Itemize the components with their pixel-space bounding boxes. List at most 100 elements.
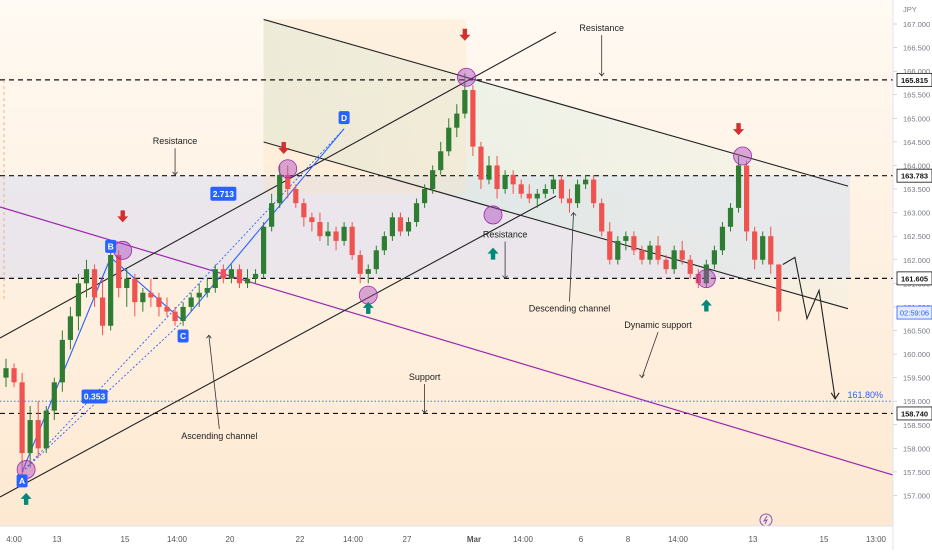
candle-body [397,217,404,232]
touch-point-circle [457,67,476,87]
candle-body [3,368,9,378]
candle-body [277,174,283,204]
x-tick-label: 14:00 [167,535,188,544]
y-tick-label: 163.000 [903,209,930,218]
annotation-pointer [569,212,574,302]
candle-body [148,292,154,298]
ratio-label: 0.353 [84,392,106,402]
candle-body [236,269,243,284]
candle-body [703,264,709,284]
candle-body [349,226,355,256]
annotation-label: Resistance [579,23,624,33]
candle-body [301,203,307,218]
candle-body [574,184,581,204]
x-tick-label: 8 [626,535,631,544]
candle-body [430,170,436,190]
dynamic-support-line [0,206,894,476]
y-tick-label: 167.000 [903,20,930,29]
touch-point-circle [733,146,752,166]
candle-body [558,179,565,199]
candle-body [373,250,379,270]
candle-body [583,179,589,185]
pattern-point-label: B [108,242,114,252]
annotation-arrowhead [598,72,605,77]
pattern-point-badge [105,239,117,253]
candle-body [309,217,315,223]
pattern-ratio-line [21,128,345,473]
candle-body [91,269,98,298]
price-level-badge [896,168,932,183]
candle-body [550,179,556,190]
down-arrow-icon [278,141,290,154]
currency-label: JPY [903,5,917,14]
candle-body [542,189,548,194]
candle-body [679,250,685,260]
candle-body [43,410,49,449]
descending-channel-fill [263,19,849,309]
candle-body [454,113,460,128]
annotation-label: Resistance [153,136,198,146]
candle-body [108,255,114,326]
down-arrow-icon [117,210,129,223]
candle-body [526,193,532,199]
candle-body [607,231,613,260]
y-tick-label: 166.500 [903,44,930,53]
candle-body [11,368,17,383]
candle-body [486,165,492,180]
price-level-label: 163.783 [901,172,928,181]
candle-body [760,236,766,260]
candle-body [422,189,428,204]
annotation-arrowhead [639,374,645,379]
candle-body [381,236,387,251]
annotation-arrowhead [206,334,212,339]
candle-body [35,420,41,449]
candle-body [534,193,540,199]
x-tick-label: 4:00 [6,535,22,544]
candle-body [244,278,251,284]
touch-point-circle [278,159,298,179]
y-tick-label: 164.000 [903,161,930,170]
candle-body [502,174,508,190]
candle-body [566,198,573,204]
x-tick-label: 14:00 [668,535,689,544]
y-tick-label: 164.500 [903,138,930,147]
annotation-pointer [641,331,659,378]
y-tick-label: 159.000 [903,397,930,406]
annotation-arrowhead [172,171,178,176]
pattern-point-badge [338,111,350,125]
current-time-label: 02:59:06 [900,309,929,318]
ratio-badge [210,186,237,201]
projection-arrowhead [830,392,840,400]
fib-level-label: 161.80% [847,390,883,400]
candle-body [100,297,106,326]
ratio-badge [81,389,108,404]
candle-body [462,90,468,114]
candle-body [357,255,363,274]
pattern-point-label: D [341,113,347,123]
price-level-badge [896,72,932,87]
price-level-badge [896,271,932,286]
candle-body [293,189,299,204]
up-arrow-icon [700,299,712,312]
up-arrow-icon [487,247,499,260]
annotation-label: Ascending channel [181,431,257,441]
candle-body [599,203,605,232]
y-tick-label: 160.500 [903,326,930,335]
x-tick-label: 20 [226,535,235,544]
y-tick-label: 157.000 [903,492,930,501]
candle-body [719,226,726,251]
candle-body [623,236,629,241]
pattern-point-label: C [180,331,186,341]
candle-body [768,236,774,265]
candle-body [220,269,226,279]
candle-body [727,207,734,227]
candle-body [671,250,677,270]
price-level-label: 158.740 [901,409,928,418]
current-time-badge [896,305,932,320]
y-tick-label: 165.000 [903,114,930,123]
candle-body [67,316,73,340]
down-arrow-icon [459,28,471,41]
x-tick-label: 13 [53,535,62,544]
